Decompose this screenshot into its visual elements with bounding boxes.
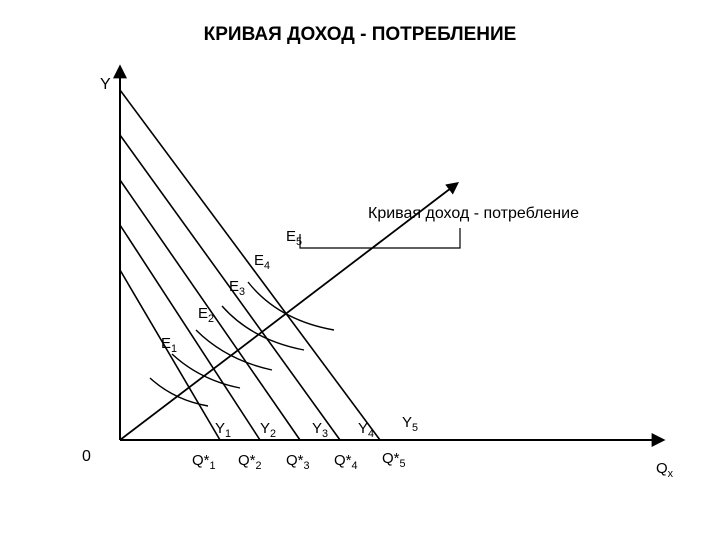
origin-label: 0	[82, 448, 91, 466]
indifference-curves	[150, 282, 334, 406]
q-label-1: Q*1	[192, 452, 216, 472]
q-label-5: Q*5	[382, 450, 406, 470]
y-intercept-label-5: Y5	[402, 414, 418, 434]
point-label-e5: E5	[286, 228, 302, 248]
point-label-e4: E4	[254, 252, 270, 272]
y-intercept-label-1: Y1	[215, 420, 231, 440]
curve-label-leader	[300, 228, 460, 248]
point-label-e2: E2	[198, 305, 214, 325]
axes	[120, 70, 660, 440]
expansion-path-label: Кривая доход - потребление	[368, 205, 579, 223]
y-axis-label: Y	[100, 76, 111, 94]
y-intercept-label-2: Y2	[260, 420, 276, 440]
budget-lines	[120, 90, 380, 440]
expansion-path	[120, 185, 455, 440]
x-axis-label: Qx	[656, 460, 673, 480]
point-label-e3: E3	[229, 278, 245, 298]
y-intercept-label-3: Y3	[312, 420, 328, 440]
q-label-4: Q*4	[334, 452, 358, 472]
q-label-2: Q*2	[238, 452, 262, 472]
point-label-e1: E1	[161, 335, 177, 355]
q-label-3: Q*3	[286, 452, 310, 472]
y-intercept-label-4: Y4	[358, 420, 374, 440]
